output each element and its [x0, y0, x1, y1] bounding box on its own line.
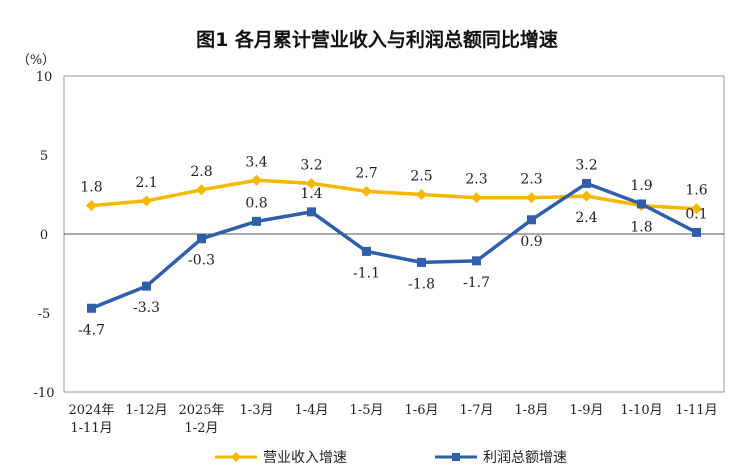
y-tick-label: -10: [34, 386, 55, 401]
y-tick-label: 0: [40, 228, 48, 243]
x-tick-line: 1-11月: [675, 403, 717, 418]
data-label: 1.8: [80, 180, 102, 196]
x-tick-line: 1-10月: [620, 403, 662, 418]
data-label: 2.4: [575, 210, 597, 226]
x-tick-line: 1-8月: [515, 403, 549, 418]
legend-label: 营业收入增速: [263, 450, 347, 466]
data-point: [362, 246, 371, 256]
x-tick-label: 1-4月: [295, 403, 329, 418]
x-axis: 2024年 1-11月 1-12月 2025年 1-2月 1-3月 1-4月 1-5月 1-6月…: [68, 403, 717, 436]
data-point: [417, 257, 426, 267]
legend: 营业收入增速 利润总额增速: [215, 450, 567, 466]
x-tick-label: 1-5月: [350, 403, 384, 418]
data-point: [252, 216, 261, 226]
data-point: [582, 178, 591, 188]
y-tick-label: 10: [36, 70, 53, 85]
x-tick-label: 1-9月: [570, 403, 604, 418]
data-label: 3.4: [245, 154, 267, 170]
x-tick-line: 1-7月: [460, 403, 494, 418]
x-tick-label: 1-11月: [675, 403, 717, 418]
x-tick-line: 1-6月: [405, 403, 439, 418]
legend-item-1: 利润总额增速: [435, 450, 567, 466]
data-point: [472, 256, 481, 266]
x-tick-line: 1-4月: [295, 403, 329, 418]
data-point: [197, 234, 206, 244]
data-point: [142, 281, 151, 291]
x-tick-line: 1-9月: [570, 403, 604, 418]
series-layer: 1.8 2.12.83.4 3.2 2.7 2.5 2.3 2.32.41.81.6-4.7…: [78, 154, 708, 338]
data-label: 2.5: [410, 169, 432, 185]
legend-marker: [231, 452, 241, 462]
data-point: [141, 195, 152, 207]
data-point: [581, 190, 592, 202]
x-tick-line: 1-12月: [125, 403, 167, 418]
data-label: 3.2: [300, 157, 322, 173]
x-tick-label: 2024年 1-11月: [68, 403, 114, 436]
x-tick-line: 1-5月: [350, 403, 384, 418]
data-point: [86, 200, 97, 212]
data-point: [692, 227, 701, 237]
data-point: [527, 215, 536, 225]
y-axis: 10 5 0 -5 -10: [34, 70, 55, 401]
data-point: [306, 177, 317, 189]
data-label: -4.7: [78, 322, 105, 338]
data-label: 0.1: [685, 206, 707, 222]
legend-marker: [452, 453, 460, 461]
data-label: 0.9: [520, 234, 542, 250]
x-tick-label: 1-10月: [620, 403, 662, 418]
x-tick-label: 1-7月: [460, 403, 494, 418]
data-point: [637, 199, 646, 209]
legend-item-0: 营业收入增速: [215, 450, 347, 466]
x-tick-label: 1-12月: [125, 403, 167, 418]
data-label: 1.8: [630, 220, 652, 236]
data-point: [691, 203, 702, 215]
data-label: 1.9: [630, 178, 652, 194]
x-tick-line: 1-2月: [185, 421, 219, 436]
data-point: [416, 189, 427, 200]
data-label: -1.7: [463, 275, 490, 291]
y-unit-label: （%）: [17, 53, 55, 68]
data-label: 2.1: [135, 175, 157, 191]
data-label: 0.8: [245, 195, 267, 211]
data-label: 1.6: [685, 183, 707, 199]
data-point: [307, 207, 316, 217]
data-label: 3.2: [575, 157, 597, 173]
data-label: 2.8: [190, 164, 212, 180]
x-tick-label: 1-6月: [405, 403, 439, 418]
data-point: [361, 185, 372, 197]
data-label: -0.3: [188, 253, 215, 269]
x-tick-label: 2025年 1-2月: [178, 403, 224, 436]
data-label: 2.3: [520, 172, 542, 188]
chart-title: 图1 各月累计营业收入与利润总额同比增速: [196, 28, 558, 51]
y-tick-label: 5: [40, 149, 48, 164]
x-tick-label: 1-3月: [240, 403, 274, 418]
y-tick-label: -5: [38, 307, 51, 322]
data-label: -3.3: [133, 300, 160, 316]
data-point: [251, 174, 262, 186]
series-1: -4.7 -3.3 -0.3 0.8 1.4 -1.1 -1.8 -1.7 0.9 3.2 1.9 0…: [78, 157, 708, 338]
data-point: [196, 184, 207, 196]
data-label: 1.4: [300, 186, 322, 202]
data-label: -1.8: [408, 276, 435, 292]
data-label: 2.7: [355, 165, 377, 181]
data-point: [87, 303, 96, 313]
data-point: [526, 192, 537, 204]
legend-label: 利润总额增速: [483, 450, 567, 466]
x-tick-line: 2025年: [178, 403, 224, 418]
x-tick-line: 1-11月: [70, 421, 112, 436]
x-tick-label: 1-8月: [515, 403, 549, 418]
series-line: [91, 178, 697, 211]
x-tick-line: 2024年: [68, 403, 114, 418]
data-label: -1.1: [353, 265, 380, 281]
data-label: 2.3: [465, 172, 487, 188]
x-tick-line: 1-3月: [240, 403, 274, 418]
series-line: [90, 181, 698, 310]
data-point: [471, 192, 482, 204]
